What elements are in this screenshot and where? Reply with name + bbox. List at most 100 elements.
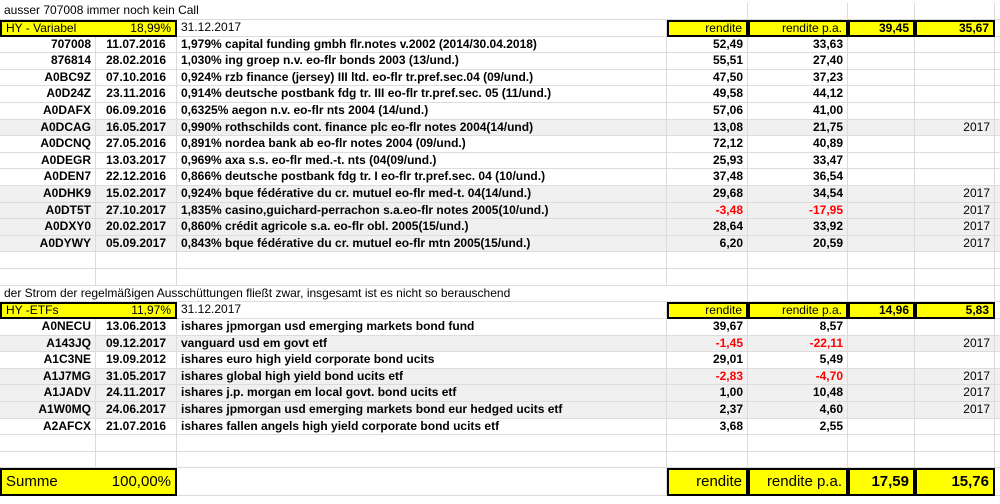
- cell[interactable]: [667, 435, 748, 451]
- year-cell[interactable]: 2017: [915, 402, 995, 418]
- cell[interactable]: [848, 368, 915, 385]
- cell[interactable]: [848, 352, 915, 368]
- total-rendite[interactable]: 39,45: [848, 19, 915, 37]
- cell[interactable]: [667, 268, 748, 285]
- wkn-cell[interactable]: A1C3NE: [0, 352, 96, 368]
- name-cell[interactable]: 0,860% crédit agricole s.a. eo-flr obl. …: [177, 219, 667, 235]
- date-cell[interactable]: 13.03.2017: [96, 152, 177, 169]
- summary-total-rendite-pa[interactable]: 15,76: [915, 468, 995, 497]
- date-cell[interactable]: 31.05.2017: [96, 368, 177, 385]
- date-cell[interactable]: 20.02.2017: [96, 219, 177, 235]
- cell[interactable]: [177, 268, 667, 285]
- date-cell[interactable]: 24.11.2017: [96, 385, 177, 402]
- year-cell[interactable]: [915, 53, 995, 69]
- summary-title-cell[interactable]: Summe 100,00%: [0, 468, 177, 497]
- wkn-cell[interactable]: A0DAFX: [0, 102, 96, 119]
- date-cell[interactable]: 31.12.2017: [177, 302, 667, 320]
- rendite-header[interactable]: rendite: [667, 302, 748, 320]
- cell[interactable]: [848, 418, 915, 435]
- cell[interactable]: [667, 285, 748, 302]
- section-title-cell[interactable]: HY -ETFs 11,97%: [0, 302, 177, 320]
- date-cell[interactable]: 11.07.2016: [96, 36, 177, 53]
- cell[interactable]: [848, 285, 915, 302]
- name-cell[interactable]: ishares j.p. morgan em local govt. bond …: [177, 385, 667, 402]
- name-cell[interactable]: vanguard usd em govt etf: [177, 335, 667, 352]
- rendite-pa-cell[interactable]: -17,95: [748, 202, 848, 219]
- name-cell[interactable]: ishares global high yield bond ucits etf: [177, 368, 667, 385]
- rendite-cell[interactable]: 25,93: [667, 152, 748, 169]
- cell[interactable]: [848, 36, 915, 53]
- rendite-cell[interactable]: -2,83: [667, 368, 748, 385]
- wkn-cell[interactable]: A0DCNQ: [0, 136, 96, 152]
- rendite-pa-cell[interactable]: -22,11: [748, 335, 848, 352]
- cell[interactable]: [667, 3, 748, 19]
- rendite-cell[interactable]: 37,48: [667, 169, 748, 185]
- cell[interactable]: [96, 435, 177, 451]
- cell[interactable]: [915, 268, 995, 285]
- cell[interactable]: [0, 252, 96, 268]
- year-cell[interactable]: 2017: [915, 385, 995, 402]
- name-cell[interactable]: 0,891% nordea bank ab eo-flr notes 2004 …: [177, 136, 667, 152]
- cell[interactable]: [848, 3, 915, 19]
- date-cell[interactable]: 19.09.2012: [96, 352, 177, 368]
- year-cell[interactable]: 2017: [915, 202, 995, 219]
- name-cell[interactable]: 0,843% bque fédérative du cr. mutuel eo-…: [177, 235, 667, 252]
- wkn-cell[interactable]: A2AFCX: [0, 418, 96, 435]
- cell[interactable]: [748, 451, 848, 468]
- rendite-cell[interactable]: 29,01: [667, 352, 748, 368]
- rendite-cell[interactable]: 3,68: [667, 418, 748, 435]
- name-cell[interactable]: ishares jpmorgan usd emerging markets bo…: [177, 319, 667, 335]
- cell[interactable]: [848, 435, 915, 451]
- wkn-cell[interactable]: A0DEGR: [0, 152, 96, 169]
- wkn-cell[interactable]: A143JQ: [0, 335, 96, 352]
- wkn-cell[interactable]: A0DXY0: [0, 219, 96, 235]
- rendite-cell[interactable]: 52,49: [667, 36, 748, 53]
- summary-total-rendite[interactable]: 17,59: [848, 468, 915, 497]
- rendite-pa-cell[interactable]: 20,59: [748, 235, 848, 252]
- cell[interactable]: [0, 451, 96, 468]
- cell[interactable]: [177, 435, 667, 451]
- rendite-pa-cell[interactable]: 40,89: [748, 136, 848, 152]
- cell[interactable]: [915, 435, 995, 451]
- rendite-pa-cell[interactable]: 44,12: [748, 86, 848, 102]
- cell[interactable]: [848, 235, 915, 252]
- rendite-pa-cell[interactable]: 21,75: [748, 119, 848, 136]
- cell[interactable]: [848, 451, 915, 468]
- wkn-cell[interactable]: A0NECU: [0, 319, 96, 335]
- year-cell[interactable]: [915, 69, 995, 86]
- wkn-cell[interactable]: A1JADV: [0, 385, 96, 402]
- date-cell[interactable]: 05.09.2017: [96, 235, 177, 252]
- wkn-cell[interactable]: 876814: [0, 53, 96, 69]
- year-cell[interactable]: [915, 152, 995, 169]
- rendite-pa-cell[interactable]: 27,40: [748, 53, 848, 69]
- rendite-cell[interactable]: 2,37: [667, 402, 748, 418]
- cell[interactable]: [848, 169, 915, 185]
- date-cell[interactable]: 21.07.2016: [96, 418, 177, 435]
- year-cell[interactable]: [915, 319, 995, 335]
- note-cell[interactable]: der Strom der regelmäßigen Ausschüttunge…: [4, 285, 511, 300]
- rendite-pa-cell[interactable]: 36,54: [748, 169, 848, 185]
- cell[interactable]: [848, 252, 915, 268]
- rendite-pa-cell[interactable]: 41,00: [748, 102, 848, 119]
- year-cell[interactable]: [915, 169, 995, 185]
- cell[interactable]: [0, 435, 96, 451]
- cell[interactable]: [748, 268, 848, 285]
- cell[interactable]: [748, 3, 848, 19]
- cell[interactable]: [915, 252, 995, 268]
- name-cell[interactable]: 1,835% casino,guichard-perrachon s.a.eo-…: [177, 202, 667, 219]
- rendite-pa-cell[interactable]: 8,57: [748, 319, 848, 335]
- rendite-pa-cell[interactable]: 33,47: [748, 152, 848, 169]
- wkn-cell[interactable]: A0DT5T: [0, 202, 96, 219]
- rendite-cell[interactable]: 29,68: [667, 185, 748, 202]
- name-cell[interactable]: 1,030% ing groep n.v. eo-flr bonds 2003 …: [177, 53, 667, 69]
- date-cell[interactable]: 27.05.2016: [96, 136, 177, 152]
- name-cell[interactable]: ishares euro high yield corporate bond u…: [177, 352, 667, 368]
- name-cell[interactable]: 0,924% rzb finance (jersey) III ltd. eo-…: [177, 69, 667, 86]
- rendite-cell[interactable]: 47,50: [667, 69, 748, 86]
- wkn-cell[interactable]: A0BC9Z: [0, 69, 96, 86]
- date-cell[interactable]: 06.09.2016: [96, 102, 177, 119]
- year-cell[interactable]: [915, 102, 995, 119]
- note-cell[interactable]: ausser 707008 immer noch kein Call: [4, 3, 199, 17]
- date-cell[interactable]: 27.10.2017: [96, 202, 177, 219]
- date-cell[interactable]: 28.02.2016: [96, 53, 177, 69]
